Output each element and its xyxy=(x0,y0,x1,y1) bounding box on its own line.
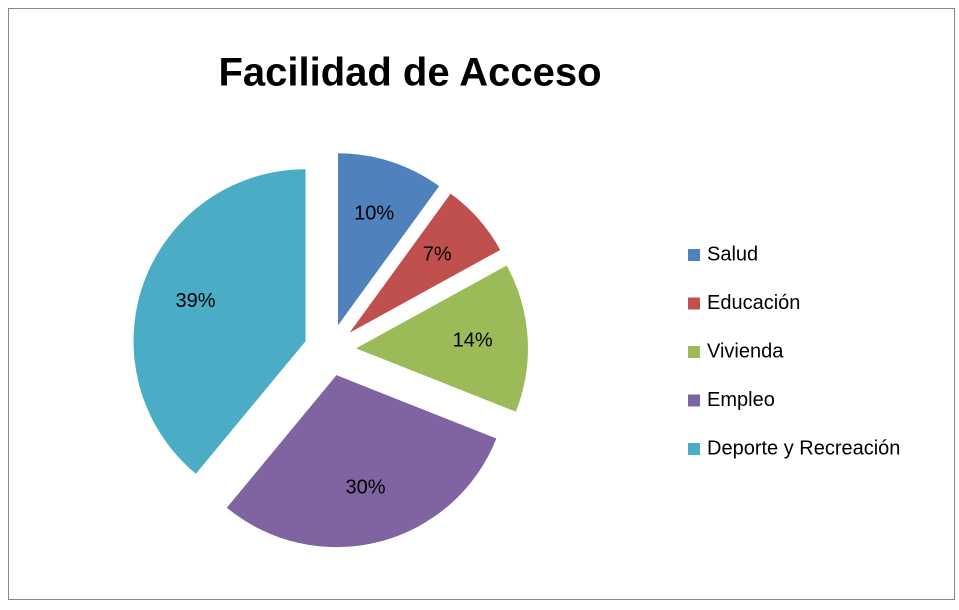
data-label: 10% xyxy=(354,202,394,224)
legend-label: Salud xyxy=(707,243,758,265)
legend-swatch xyxy=(688,346,700,358)
legend-label: Deporte y Recreación xyxy=(707,437,900,459)
legend-label: Educación xyxy=(707,292,800,314)
chart-title: Facilidad de Acceso xyxy=(218,51,601,95)
data-label: 39% xyxy=(175,290,215,312)
data-label: 14% xyxy=(453,329,493,351)
pie-slice xyxy=(226,375,497,548)
legend-label: Vivienda xyxy=(707,340,784,362)
data-label: 7% xyxy=(423,244,452,266)
pie-slice xyxy=(355,265,528,412)
legend-swatch xyxy=(688,443,700,455)
pie-slice xyxy=(133,169,306,474)
legend-swatch xyxy=(688,394,700,407)
pie-slice xyxy=(338,153,440,326)
legend-swatch xyxy=(688,249,700,261)
data-label: 30% xyxy=(346,477,386,499)
pie-slice xyxy=(349,193,501,333)
legend-label: Empleo xyxy=(707,389,775,411)
legend-swatch xyxy=(688,297,700,310)
